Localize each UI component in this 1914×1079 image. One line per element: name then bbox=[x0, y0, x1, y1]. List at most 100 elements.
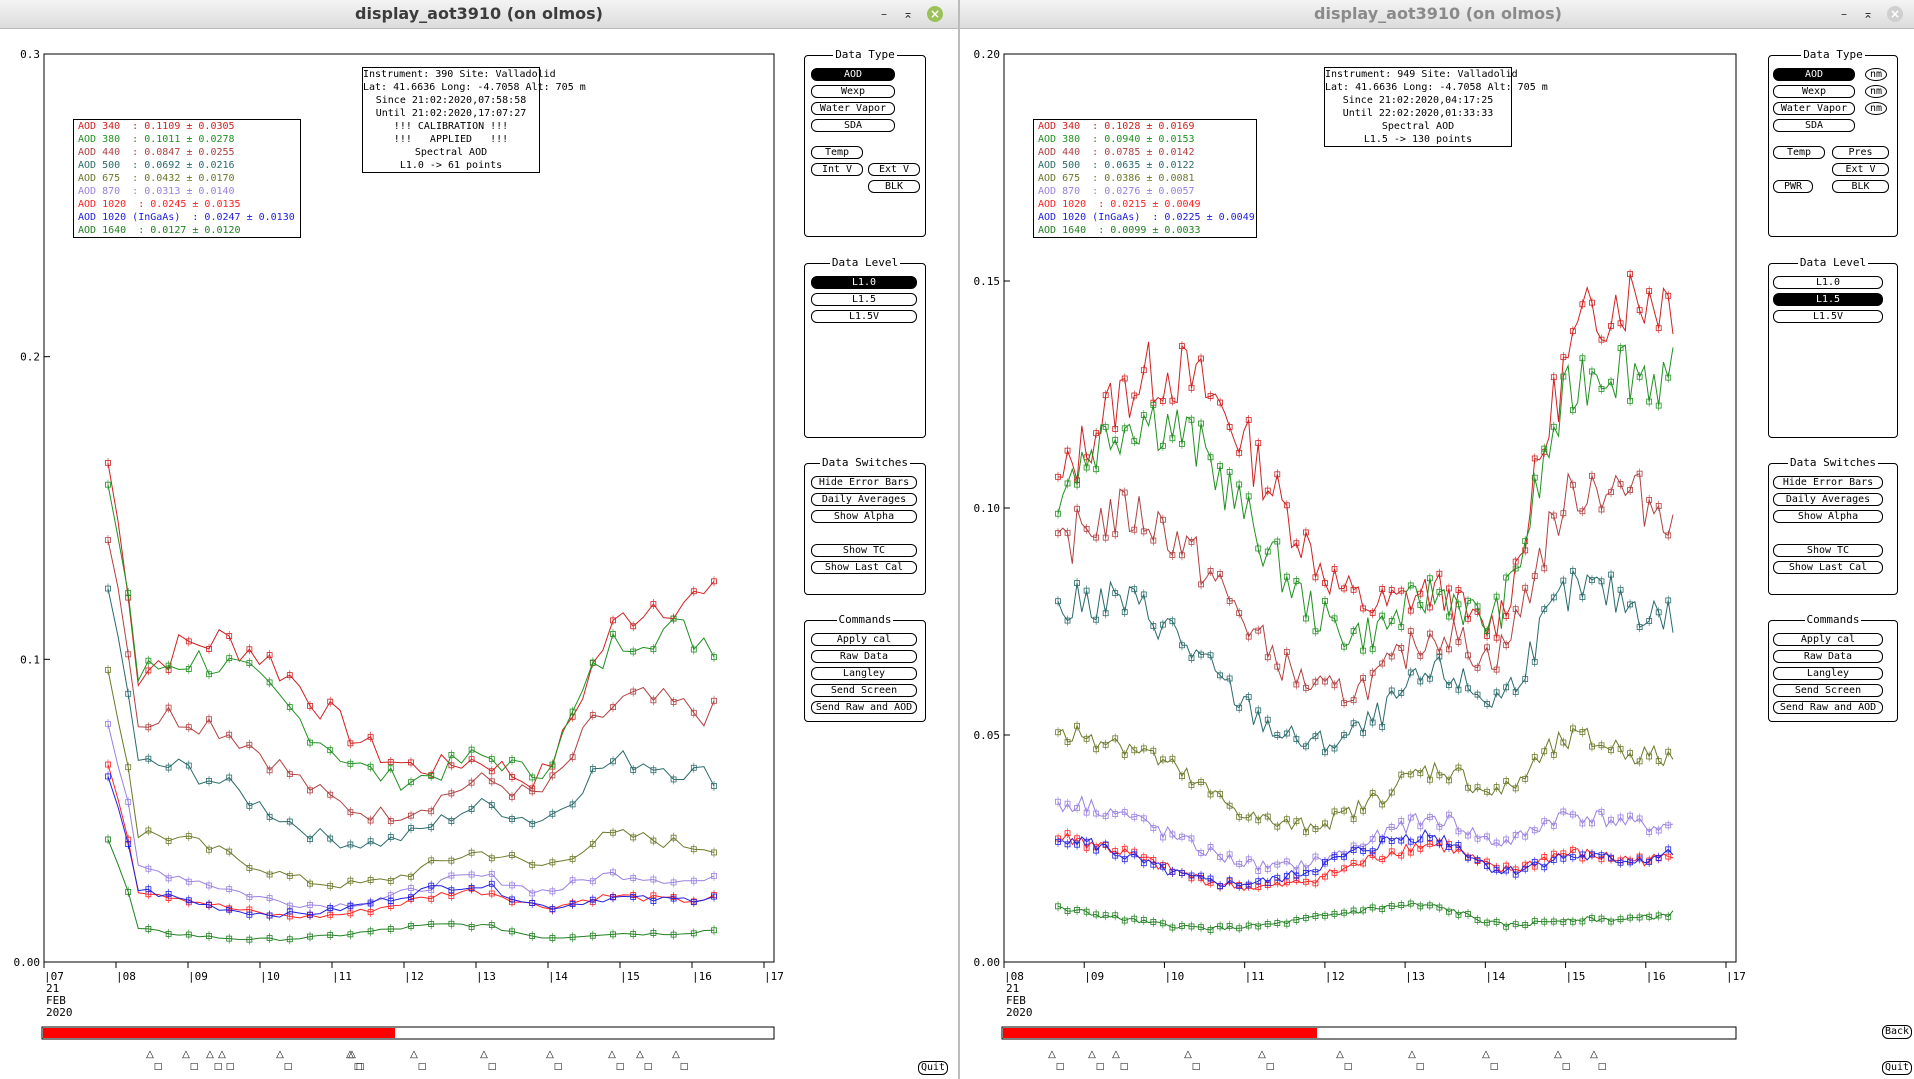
close-icon[interactable]: × bbox=[927, 6, 943, 22]
date-label: 21 bbox=[46, 982, 59, 995]
timeline-marker: △ bbox=[346, 1049, 354, 1060]
quit-button[interactable]: Quit bbox=[918, 1061, 948, 1075]
legend-entry: AOD 1020 : 0.0245 ± 0.0135 bbox=[78, 199, 241, 210]
x-tick-label: |17 bbox=[764, 970, 784, 983]
panel-title: Data Level bbox=[829, 256, 901, 269]
timeline-marker: □ bbox=[1192, 1062, 1201, 1072]
maximize-icon[interactable]: ⌅ bbox=[902, 7, 914, 21]
back-button[interactable]: Back bbox=[1882, 1025, 1912, 1039]
minimize-icon[interactable]: – bbox=[1841, 7, 1847, 21]
show-last-cal-button[interactable]: Show Last Cal bbox=[811, 561, 917, 574]
timeline-marker: □ bbox=[680, 1062, 689, 1072]
x-tick-label: |15 bbox=[1566, 970, 1586, 983]
send-screen-button[interactable]: Send Screen bbox=[1773, 684, 1883, 697]
ext-v-button[interactable]: Ext V bbox=[1832, 163, 1889, 176]
x-tick-label: |14 bbox=[548, 970, 568, 983]
send-screen-button[interactable]: Send Screen bbox=[811, 684, 917, 697]
nm-button[interactable]: nm bbox=[1865, 102, 1887, 115]
level-l15-button[interactable]: L1.5 bbox=[811, 293, 917, 306]
timeline-marker: □ bbox=[1490, 1062, 1499, 1072]
aod-series-line bbox=[1057, 569, 1674, 754]
legend-entry: AOD 1640 : 0.0127 ± 0.0120 bbox=[78, 225, 241, 236]
x-tick-label: |13 bbox=[476, 970, 496, 983]
show-tc-button[interactable]: Show TC bbox=[811, 544, 917, 557]
nm-button[interactable]: nm bbox=[1865, 85, 1887, 98]
blk-button[interactable]: BLK bbox=[868, 180, 920, 193]
timeline-marker: △ bbox=[1258, 1049, 1266, 1060]
water-vapor-button[interactable]: Water Vapor bbox=[811, 102, 895, 115]
panel-title: Data Type bbox=[1801, 48, 1865, 61]
apply-cal-button[interactable]: Apply cal bbox=[811, 633, 917, 646]
window-title: display_aot3910 (on olmos) bbox=[355, 4, 603, 23]
show-last-cal-button[interactable]: Show Last Cal bbox=[1773, 561, 1883, 574]
aod-button[interactable]: AOD bbox=[1773, 68, 1855, 81]
aod-series-line bbox=[107, 588, 715, 849]
aod-button[interactable]: AOD bbox=[811, 68, 895, 81]
apply-cal-button[interactable]: Apply cal bbox=[1773, 633, 1883, 646]
level-l15-button[interactable]: L1.5 bbox=[1773, 293, 1883, 306]
timeline-marker: △ bbox=[206, 1049, 214, 1060]
ext-v-button[interactable]: Ext V bbox=[868, 163, 920, 176]
raw-data-button[interactable]: Raw Data bbox=[1773, 650, 1883, 663]
date-label: 2020 bbox=[1006, 1006, 1033, 1019]
wexp-button[interactable]: Wexp bbox=[1773, 85, 1855, 98]
send-raw-and-aod-button[interactable]: Send Raw and AOD bbox=[1773, 701, 1883, 714]
raw-data-button[interactable]: Raw Data bbox=[811, 650, 917, 663]
x-tick-label: |15 bbox=[620, 970, 640, 983]
data-switches-panel: Data Switches Hide Error Bars Daily Aver… bbox=[1768, 456, 1898, 595]
level-l10-button[interactable]: L1.0 bbox=[1773, 276, 1883, 289]
data-switches-panel: Data Switches Hide Error Bars Daily Aver… bbox=[804, 456, 926, 595]
data-type-panel: Data Type AOD Wexp Water Vapor SDA Temp … bbox=[804, 48, 926, 237]
timeline-marker: △ bbox=[1088, 1049, 1096, 1060]
panel-title: Commands bbox=[836, 613, 894, 626]
level-l15v-button[interactable]: L1.5V bbox=[1773, 310, 1883, 323]
langley-button[interactable]: Langley bbox=[811, 667, 917, 680]
blk-button[interactable]: BLK bbox=[1832, 180, 1889, 193]
timeline-marker: □ bbox=[418, 1062, 427, 1072]
timeline-marker: △ bbox=[1408, 1049, 1416, 1060]
show-alpha-button[interactable]: Show Alpha bbox=[811, 510, 917, 523]
date-label: FEB bbox=[46, 994, 66, 1007]
temp-button[interactable]: Temp bbox=[811, 146, 863, 159]
aod-series-line bbox=[1057, 724, 1674, 834]
timeline-marker: △ bbox=[1590, 1049, 1598, 1060]
daily-averages-button[interactable]: Daily Averages bbox=[1773, 493, 1883, 506]
date-label: 2020 bbox=[46, 1006, 73, 1019]
show-alpha-button[interactable]: Show Alpha bbox=[1773, 510, 1883, 523]
langley-button[interactable]: Langley bbox=[1773, 667, 1883, 680]
left-title-bar[interactable]: display_aot3910 (on olmos) – ⌅ × bbox=[0, 0, 958, 29]
int-v-button[interactable]: Int V bbox=[811, 163, 863, 176]
legend-entry: AOD 340 : 0.1028 ± 0.0169 bbox=[1038, 121, 1195, 132]
pres-button[interactable]: Pres bbox=[1832, 146, 1889, 159]
level-l15v-button[interactable]: L1.5V bbox=[811, 310, 917, 323]
sda-button[interactable]: SDA bbox=[811, 119, 895, 132]
x-tick-label: |07 bbox=[44, 970, 64, 983]
wexp-button[interactable]: Wexp bbox=[811, 85, 895, 98]
send-raw-and-aod-button[interactable]: Send Raw and AOD bbox=[811, 701, 917, 714]
temp-button[interactable]: Temp bbox=[1773, 146, 1825, 159]
timeline-marker: □ bbox=[226, 1062, 235, 1072]
timeline-marker: △ bbox=[636, 1049, 644, 1060]
water-vapor-button[interactable]: Water Vapor bbox=[1773, 102, 1855, 115]
x-tick-label: |09 bbox=[1084, 970, 1104, 983]
show-tc-button[interactable]: Show TC bbox=[1773, 544, 1883, 557]
y-tick-label: 0.00 bbox=[14, 956, 41, 969]
quit-button[interactable]: Quit bbox=[1882, 1061, 1912, 1075]
pwr-button[interactable]: PWR bbox=[1773, 180, 1813, 193]
x-tick-label: |11 bbox=[332, 970, 352, 983]
sda-button[interactable]: SDA bbox=[1773, 119, 1855, 132]
aod-series-line bbox=[1057, 344, 1674, 651]
nm-button[interactable]: nm bbox=[1865, 68, 1887, 81]
hide-error-bars-button[interactable]: Hide Error Bars bbox=[811, 476, 917, 489]
daily-averages-button[interactable]: Daily Averages bbox=[811, 493, 917, 506]
y-tick-label: 0.05 bbox=[974, 729, 1001, 742]
data-level-panel: Data Level L1.0 L1.5 L1.5V bbox=[1768, 256, 1898, 438]
timeline-progress bbox=[1003, 1028, 1317, 1038]
timeline-marker: □ bbox=[644, 1062, 653, 1072]
level-l10-button[interactable]: L1.0 bbox=[811, 276, 917, 289]
minimize-icon[interactable]: – bbox=[881, 7, 887, 21]
close-icon[interactable]: × bbox=[1887, 6, 1903, 22]
right-title-bar[interactable]: display_aot3910 (on olmos) – ⌅ × bbox=[960, 0, 1914, 29]
maximize-icon[interactable]: ⌅ bbox=[1862, 7, 1874, 21]
hide-error-bars-button[interactable]: Hide Error Bars bbox=[1773, 476, 1883, 489]
